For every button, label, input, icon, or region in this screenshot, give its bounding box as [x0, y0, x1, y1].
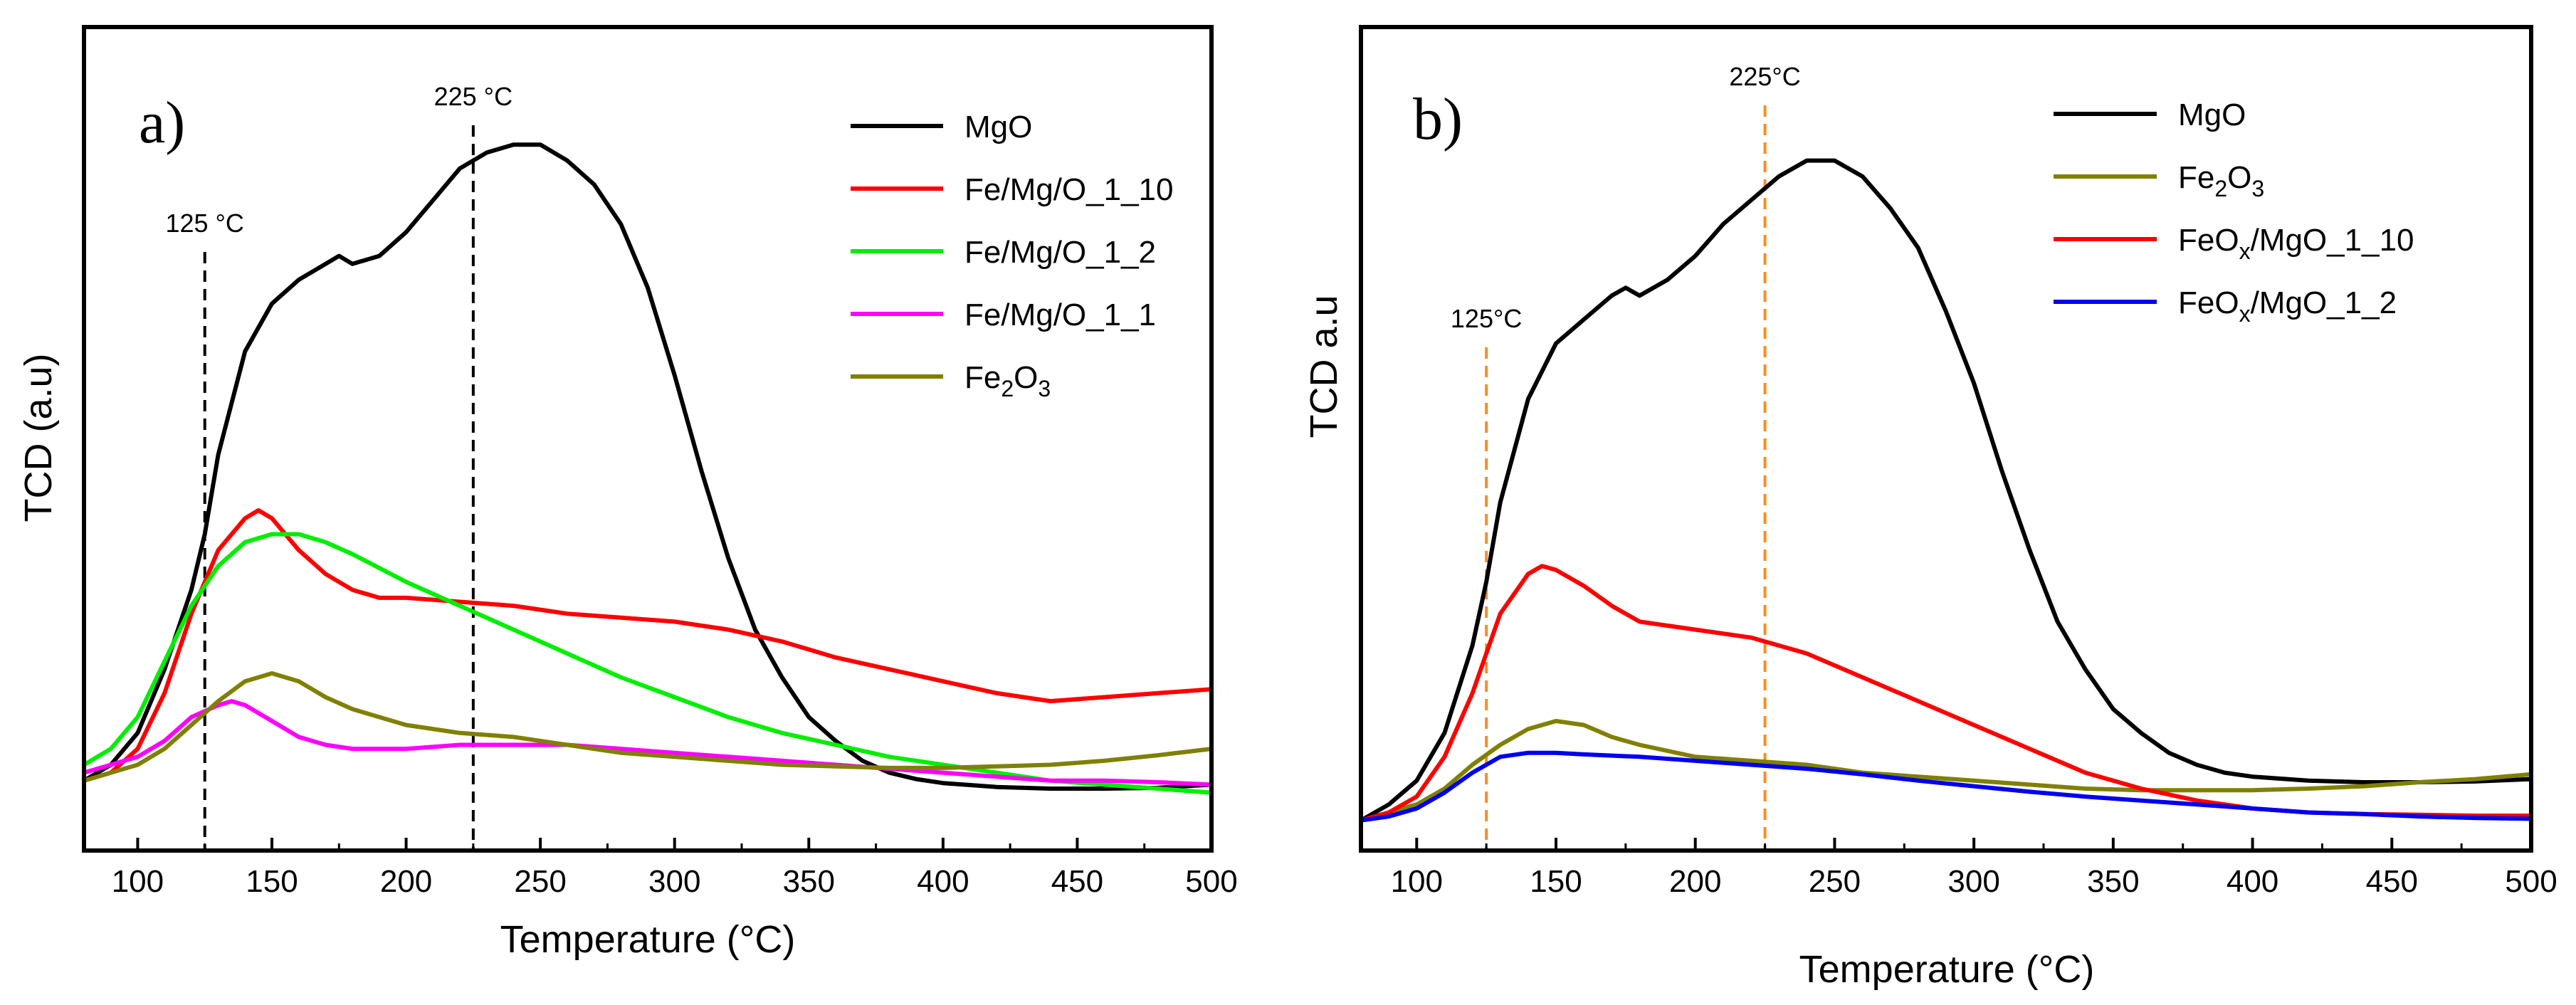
x-tick-label-100: 100 — [112, 864, 164, 899]
legend-label-subscript: x — [2239, 238, 2251, 264]
annotation-label-225: 225 °C — [434, 82, 512, 111]
legend-label-3: Fe/Mg/O_1_1 — [964, 298, 1156, 332]
x-tick-label-300: 300 — [648, 864, 700, 899]
series-group — [1361, 158, 2531, 823]
x-tick-label-500: 500 — [1185, 864, 1237, 899]
legend-label-base: FeO — [2178, 223, 2239, 258]
legend-label-base: Fe — [2178, 160, 2214, 195]
x-tick-label-350: 350 — [783, 864, 835, 899]
series-group — [84, 142, 1211, 795]
x-tick-label-350: 350 — [2087, 864, 2139, 899]
legend-label-1: Fe/Mg/O_1_10 — [964, 172, 1174, 207]
annotation-label-225: 225°C — [1729, 62, 1800, 91]
x-axis-label: Temperature (°C) — [1799, 948, 2095, 991]
legend-label-base: Fe/Mg/O_1_2 — [964, 235, 1156, 270]
legend-label-3: FeOx/MgO_1_2 — [2178, 285, 2397, 327]
legend-label-subscript-2: 3 — [1038, 376, 1051, 401]
legend-label-0: MgO — [2178, 98, 2246, 132]
x-tick-label-200: 200 — [1669, 864, 1721, 899]
legend-label-base: MgO — [2178, 98, 2246, 132]
x-tick-label-500: 500 — [2505, 864, 2557, 899]
x-tick-label-250: 250 — [514, 864, 566, 899]
y-axis-label: TCD (a.u) — [17, 353, 60, 522]
legend-label-0: MgO — [964, 110, 1032, 144]
legend-label-base: Fe — [964, 360, 1001, 395]
x-tick-label-100: 100 — [1391, 864, 1443, 899]
panel-label: b) — [1413, 86, 1463, 152]
plot-frame — [82, 25, 1214, 853]
chart-panel-b: 125°C 225°C 100 150 200 250 300 350 400 450 500 Tem… — [1303, 25, 2557, 991]
series-line-fe-mg-o-1-2 — [84, 532, 1211, 795]
panel-label: a) — [139, 90, 185, 156]
legend-label-subscript: 2 — [1001, 376, 1014, 401]
x-tick-label-200: 200 — [380, 864, 432, 899]
legend-label-subscript-2: 3 — [2251, 176, 2264, 201]
legend-label-4: Fe2O3 — [964, 360, 1051, 401]
annotation-label-125: 125 °C — [165, 209, 243, 238]
x-tick-label-450: 450 — [1051, 864, 1103, 899]
legend-label-base: MgO — [964, 110, 1032, 144]
series-line-mgo — [84, 142, 1211, 791]
x-tick-label-250: 250 — [1809, 864, 1861, 899]
legend-label-2: Fe/Mg/O_1_2 — [964, 235, 1156, 270]
legend-label-base: Fe/Mg/O_1_10 — [964, 172, 1174, 207]
legend-label-base: Fe/Mg/O_1_1 — [964, 298, 1156, 332]
plot-frame — [1359, 25, 2533, 853]
legend-label-subscript: 2 — [2214, 176, 2227, 201]
legend-label-tail: /MgO_1_10 — [2251, 223, 2414, 258]
series-line-fe2o3 — [1361, 719, 2531, 823]
x-tick-label-300: 300 — [1947, 864, 1999, 899]
x-tick-label-400: 400 — [917, 864, 969, 899]
legend-label-1: Fe2O3 — [2178, 160, 2264, 201]
x-tick-label-150: 150 — [246, 864, 298, 899]
series-line-mgo — [1361, 158, 2531, 823]
legend-label-base: FeO — [2178, 285, 2239, 320]
legend-label-tail: /MgO_1_2 — [2251, 285, 2397, 320]
legend-label-subscript: x — [2239, 301, 2251, 327]
legend-label-tail: O — [2227, 160, 2251, 195]
x-tick-label-450: 450 — [2366, 864, 2418, 899]
series-line-fe-mg-o-1-10 — [84, 508, 1211, 783]
x-tick-label-400: 400 — [2227, 864, 2278, 899]
series-line-fe-mg-o-1-1 — [84, 699, 1211, 787]
legend-label-2: FeOx/MgO_1_10 — [2178, 223, 2414, 264]
annotation-label-125: 125°C — [1451, 304, 1522, 333]
series-line-feox-mgo-1-2 — [1361, 750, 2531, 823]
x-tick-label-150: 150 — [1530, 864, 1582, 899]
x-axis-label: Temperature (°C) — [500, 918, 796, 961]
y-axis-label: TCD a.u — [1303, 295, 1345, 438]
chart-panel-a: 125 °C 225 °C 100 150 200 250 300 350 400 450 500 T… — [17, 25, 1238, 961]
legend: MgO Fe/Mg/O_1_10 Fe/Mg/O_1_2 Fe/Mg/O_1_1 Fe2… — [851, 110, 1174, 401]
legend-label-tail: O — [1014, 360, 1038, 395]
series-line-fe2o3 — [84, 671, 1211, 783]
